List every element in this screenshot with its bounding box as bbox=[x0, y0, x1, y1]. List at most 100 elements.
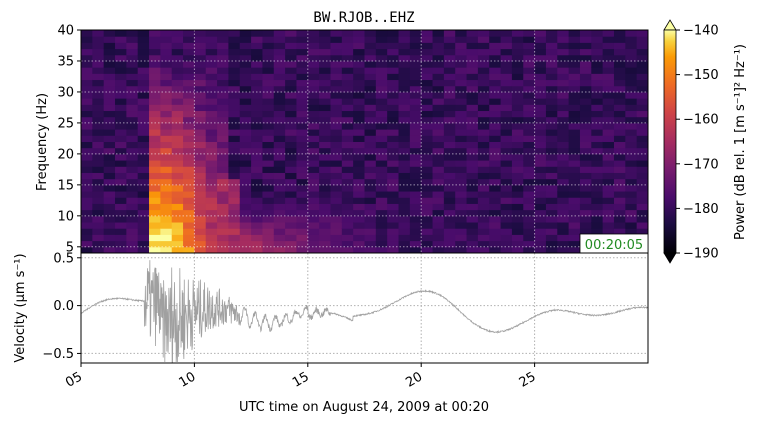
spectrogram-cell bbox=[489, 54, 502, 62]
colorbar bbox=[663, 29, 677, 254]
spectrogram-cell bbox=[217, 184, 229, 192]
spectrogram-cell bbox=[330, 228, 343, 235]
spectrogram-cell bbox=[228, 135, 241, 142]
spectrogram-cell bbox=[228, 172, 241, 180]
spectrogram-cell bbox=[160, 135, 173, 142]
spectrogram-cell bbox=[285, 153, 297, 161]
spectrogram-cell bbox=[455, 234, 468, 242]
spectrogram-cell bbox=[171, 234, 184, 242]
spectrogram-cell bbox=[228, 116, 241, 124]
spectrogram-cell bbox=[432, 234, 445, 242]
spectrogram-cell bbox=[285, 30, 297, 37]
spectrogram-cell bbox=[217, 110, 229, 118]
spectrogram-cell bbox=[330, 240, 343, 248]
spectrogram-cell bbox=[239, 60, 252, 68]
spectrogram-cell bbox=[557, 110, 570, 118]
spectrogram-cell bbox=[285, 104, 297, 112]
spectrogram-cell bbox=[375, 228, 388, 235]
spectrogram-cell bbox=[398, 60, 411, 68]
spectrogram-cell bbox=[183, 197, 195, 204]
spectrogram-cell bbox=[477, 129, 490, 136]
colorbar-ticks: −190−180−170−160−150−140 bbox=[676, 24, 719, 262]
spectrogram-cell bbox=[307, 222, 320, 229]
spectrogram-cell bbox=[455, 203, 468, 211]
spectrogram-cell bbox=[228, 178, 241, 186]
spectrogram-cell bbox=[251, 240, 263, 248]
spectrogram-cell bbox=[126, 215, 139, 223]
spectrogram-cell bbox=[534, 67, 547, 74]
spectrogram-cell bbox=[466, 141, 479, 149]
spectrogram-cell bbox=[319, 67, 331, 74]
spectrogram-cell bbox=[364, 79, 377, 87]
spectrogram-cell bbox=[103, 178, 116, 186]
colorbar-tick-label: −160 bbox=[683, 113, 719, 128]
spectrogram-cell bbox=[568, 67, 581, 74]
spectrogram-cell bbox=[194, 240, 207, 248]
spectrogram-cell bbox=[432, 48, 445, 56]
spectrogram-cell bbox=[330, 197, 343, 204]
spectrogram-cell bbox=[205, 122, 218, 130]
spectrogram-cell bbox=[115, 36, 127, 43]
spectrogram-cell bbox=[579, 197, 592, 204]
spectrogram-cell bbox=[568, 160, 581, 167]
spectrogram-cell bbox=[285, 36, 297, 43]
time-tick-label: 15 bbox=[290, 369, 312, 390]
spectrogram-cell bbox=[500, 234, 513, 242]
spectrogram-cell bbox=[341, 191, 354, 198]
spectrogram-cell bbox=[103, 85, 116, 93]
spectrogram-cell bbox=[477, 91, 490, 99]
spectrogram-cell bbox=[557, 141, 570, 149]
spectrogram-cell bbox=[511, 104, 524, 112]
spectrogram-cell bbox=[443, 54, 456, 62]
spectrogram-cell bbox=[545, 172, 558, 180]
spectrogram-cell bbox=[613, 60, 626, 68]
spectrogram-cell bbox=[432, 222, 445, 229]
spectrogram-cell bbox=[205, 48, 218, 56]
spectrogram-cell bbox=[500, 240, 513, 248]
spectrogram-cell bbox=[330, 54, 343, 62]
spectrogram-cell bbox=[194, 215, 207, 223]
spectrogram-cell bbox=[273, 178, 286, 186]
spectrogram-cell bbox=[545, 160, 558, 167]
spectrogram-cell bbox=[636, 153, 649, 161]
spectrogram-cell bbox=[81, 209, 93, 217]
spectrogram-cell bbox=[489, 166, 502, 173]
spectrogram-cell bbox=[602, 30, 615, 37]
spectrogram-cell bbox=[625, 166, 638, 173]
spectrogram-cell bbox=[500, 191, 513, 198]
spectrogram-cell bbox=[511, 215, 524, 223]
spectrogram-cell bbox=[92, 129, 105, 136]
spectrogram-cell bbox=[602, 178, 615, 186]
spectrogram-cell bbox=[511, 197, 524, 204]
spectrogram-cell bbox=[443, 42, 456, 50]
spectrogram-cell bbox=[262, 135, 275, 142]
spectrogram-cell bbox=[387, 191, 400, 198]
spectrogram-cell bbox=[137, 178, 150, 186]
spectrogram-cell bbox=[81, 147, 93, 155]
spectrogram-cell bbox=[341, 60, 354, 68]
spectrogram-cell bbox=[466, 222, 479, 229]
spectrogram-cell bbox=[602, 54, 615, 62]
spectrogram-cell bbox=[636, 129, 649, 136]
spectrogram-cell bbox=[500, 36, 513, 43]
spectrogram-cell bbox=[398, 147, 411, 155]
spectrogram-cell bbox=[466, 215, 479, 223]
spectrogram-cell bbox=[330, 110, 343, 118]
spectrogram-cell bbox=[228, 191, 241, 198]
spectrogram-cell bbox=[477, 116, 490, 124]
spectrogram-cell bbox=[330, 160, 343, 167]
spectrogram-cell bbox=[194, 48, 207, 56]
spectrogram-cell bbox=[194, 246, 207, 254]
spectrogram-cell bbox=[251, 191, 263, 198]
spectrogram-cell bbox=[477, 60, 490, 68]
spectrogram-cell bbox=[171, 141, 184, 149]
spectrogram-cell bbox=[636, 135, 649, 142]
spectrogram-cell bbox=[398, 209, 411, 217]
spectrogram-cell bbox=[398, 36, 411, 43]
spectrogram-cell bbox=[353, 147, 365, 155]
spectrogram-cell bbox=[602, 166, 615, 173]
spectrogram-cell bbox=[285, 184, 297, 192]
spectrogram-cell bbox=[636, 30, 649, 37]
spectrogram-cell bbox=[455, 141, 468, 149]
